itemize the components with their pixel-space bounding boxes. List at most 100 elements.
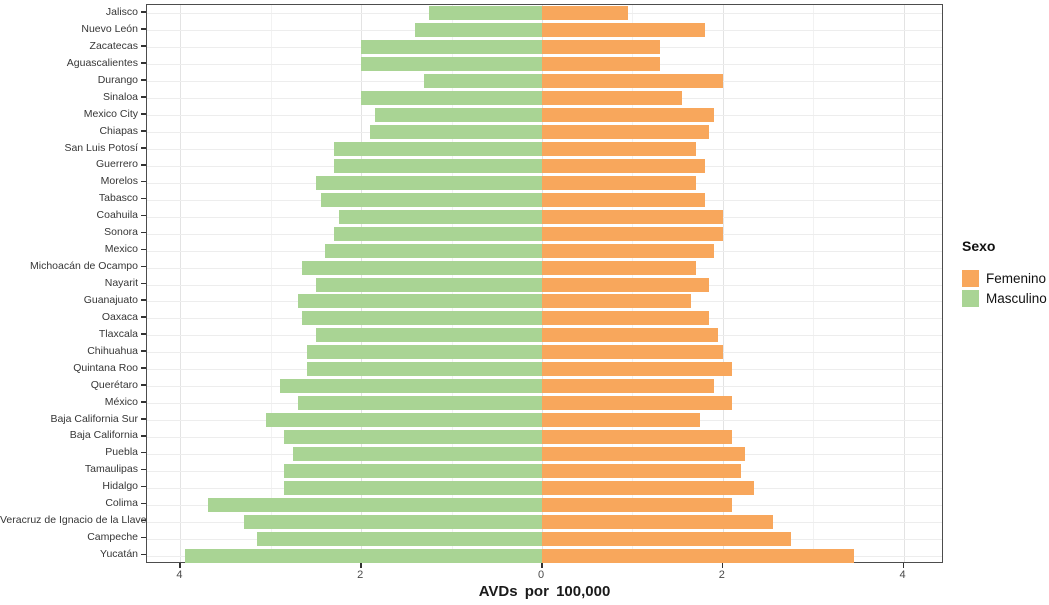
gridline-vertical (813, 5, 815, 562)
bar-masculino (334, 158, 542, 173)
bar-masculino (361, 91, 542, 106)
y-tick-mark (141, 299, 146, 302)
gridline-vertical (722, 5, 724, 562)
y-axis-label: Guerrero (95, 158, 138, 171)
legend: Sexo Femenino Masculino (962, 238, 1047, 310)
bar-femenino (542, 243, 714, 258)
bar-femenino (542, 108, 714, 123)
bar-femenino (542, 141, 696, 156)
y-axis-label: Chiapas (99, 124, 138, 137)
x-tick-label: 4 (899, 569, 906, 581)
y-axis-label: Michoacán de Ocampo (30, 260, 138, 273)
y-tick-mark (141, 11, 146, 14)
y-tick-mark (141, 231, 146, 234)
y-tick-mark (141, 401, 146, 403)
x-tick-mark (179, 563, 181, 568)
bar-femenino (542, 396, 732, 411)
y-tick-mark (141, 163, 146, 166)
y-tick-mark (141, 333, 146, 335)
bar-masculino (334, 226, 542, 241)
y-axis-label: Colima (105, 497, 138, 510)
bar-femenino (542, 226, 723, 241)
bar-masculino (243, 514, 542, 529)
bar-masculino (184, 548, 542, 563)
y-tick-mark (141, 28, 146, 30)
gridline-vertical (180, 5, 182, 562)
bar-femenino (542, 548, 854, 563)
bar-masculino (293, 446, 542, 461)
bar-masculino (320, 192, 542, 207)
bar-masculino (284, 463, 542, 478)
y-tick-mark (141, 146, 146, 149)
y-tick-mark (141, 96, 146, 98)
bar-masculino (207, 497, 542, 512)
bar-femenino (542, 57, 660, 72)
femenino-color-swatch (962, 270, 979, 287)
bar-femenino (542, 40, 660, 55)
bar-femenino (542, 91, 683, 106)
y-axis-label: Quintana Roo (73, 361, 138, 374)
bar-femenino (542, 192, 705, 207)
x-tick-label: 2 (718, 569, 725, 581)
y-axis-label: Sinaloa (102, 90, 138, 103)
y-tick-mark (141, 197, 146, 200)
y-axis-label: México (104, 395, 138, 408)
bar-masculino (429, 6, 542, 21)
bar-masculino (424, 74, 542, 89)
y-axis-label: Durango (97, 73, 138, 86)
bar-femenino (542, 260, 696, 275)
bar-masculino (415, 23, 542, 38)
x-tick-label: 2 (357, 569, 364, 581)
bar-masculino (302, 311, 542, 326)
bar-femenino (542, 379, 714, 394)
plot-panel (146, 4, 943, 563)
bar-femenino (542, 531, 791, 546)
bar-femenino (542, 74, 723, 89)
y-tick-mark (141, 316, 146, 318)
y-axis-label: Guanajuato (83, 293, 138, 306)
bar-masculino (316, 277, 542, 292)
bar-masculino (297, 294, 542, 309)
y-axis-label: Veracruz de Ignacio de la Llave (0, 514, 147, 527)
bar-masculino (361, 57, 542, 72)
gridline-vertical (270, 5, 272, 562)
y-tick-mark (141, 45, 146, 47)
bar-masculino (370, 125, 542, 140)
x-tick-mark (541, 563, 543, 568)
bar-femenino (542, 480, 755, 495)
bar-femenino (542, 328, 719, 343)
y-tick-mark (141, 282, 146, 285)
y-axis-label: Nayarit (104, 277, 138, 290)
bar-femenino (542, 311, 710, 326)
y-axis-label: Mexico (104, 243, 138, 256)
y-tick-mark (141, 350, 146, 352)
bar-masculino (306, 345, 542, 360)
bar-masculino (306, 362, 542, 377)
bar-femenino (542, 209, 723, 224)
y-tick-mark (141, 214, 146, 217)
y-tick-mark (141, 434, 146, 437)
bar-femenino (542, 413, 701, 427)
y-tick-mark (141, 536, 146, 539)
bar-femenino (542, 125, 710, 140)
bar-masculino (334, 141, 542, 156)
y-tick-mark (141, 468, 146, 471)
y-axis-label: Yucatán (100, 548, 138, 561)
x-tick-mark (360, 563, 362, 568)
bar-masculino (374, 108, 542, 123)
y-axis-label: Morelos (100, 175, 138, 188)
legend-item-masculino: Masculino (962, 290, 1047, 307)
bar-femenino (542, 497, 732, 512)
gridline-vertical (903, 5, 905, 562)
bar-masculino (284, 480, 542, 495)
bar-femenino (542, 175, 696, 190)
y-tick-mark (141, 130, 146, 132)
bar-femenino (542, 362, 732, 377)
y-axis-label: Chihuahua (87, 344, 138, 357)
y-axis-label: Sonora (104, 226, 138, 239)
y-tick-mark (141, 485, 146, 488)
bar-femenino (542, 429, 732, 444)
y-tick-mark (141, 418, 146, 420)
x-tick-mark (902, 563, 905, 568)
